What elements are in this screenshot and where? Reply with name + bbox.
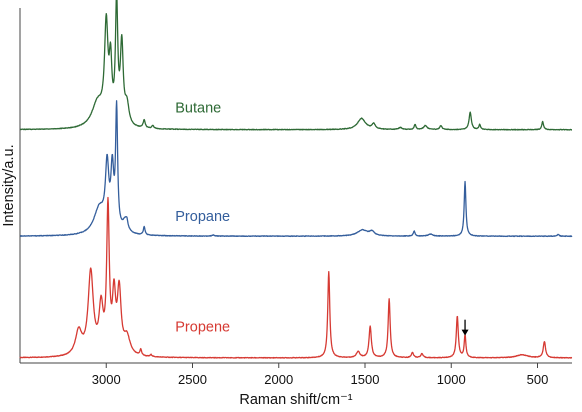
labels-layer: Propene Propane Butane — [175, 100, 469, 336]
series-label-propene: Propene — [175, 320, 230, 336]
x-tick-label: 1000 — [437, 372, 466, 387]
axes — [19, 8, 572, 364]
x-ticks: 3000 2500 2000 1500 1000 500 — [92, 363, 549, 387]
x-tick-label: 2500 — [178, 372, 207, 387]
x-tick-label: 3000 — [92, 372, 121, 387]
series-line-butane — [19, 0, 573, 131]
x-tick-label: 2000 — [264, 372, 293, 387]
series-label-butane: Butane — [175, 100, 221, 116]
series-label-propane: Propane — [175, 209, 230, 225]
x-axis-title: Raman shift/cm⁻¹ — [239, 392, 352, 408]
peak-arrow-annotation — [461, 319, 469, 336]
y-axis-title: Intensity/a.u. — [1, 144, 17, 226]
x-tick-label: 500 — [527, 372, 549, 387]
series-line-propane — [19, 100, 573, 238]
series-line-propene — [19, 196, 573, 359]
x-tick-label: 1500 — [351, 372, 380, 387]
series-layer — [19, 0, 573, 359]
